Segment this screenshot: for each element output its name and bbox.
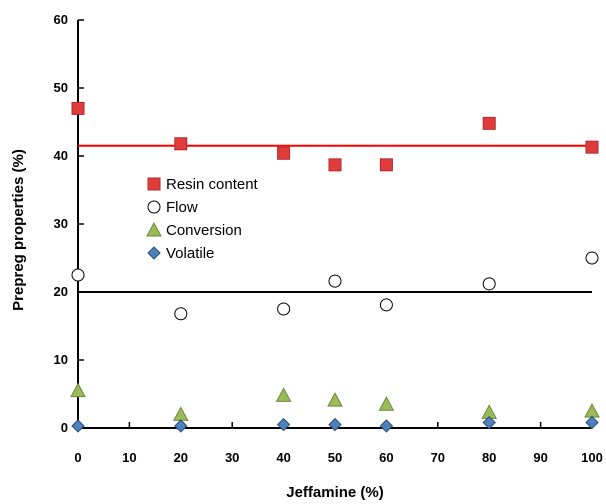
flow-point <box>71 268 85 282</box>
volatile-point <box>585 415 599 430</box>
x-tick-label: 10 <box>122 450 136 465</box>
legend-label-resin-content: Resin content <box>166 176 259 193</box>
legend-label-flow: Flow <box>166 199 198 216</box>
x-tick-label: 30 <box>225 450 239 465</box>
flow-point <box>328 274 342 288</box>
y-axis-title: Prepreg properties (%) <box>10 149 27 311</box>
legend-marker-conversion <box>146 221 162 237</box>
x-tick-label: 100 <box>581 450 603 465</box>
legend: Resin content Flow Conversion Volatile <box>146 176 259 262</box>
resin-content-point <box>482 116 496 130</box>
x-tick-label: 20 <box>174 450 188 465</box>
conversion-point <box>172 406 189 421</box>
volatile-point <box>174 419 188 433</box>
conversion-point <box>584 402 600 418</box>
x-tick-label: 40 <box>276 450 290 465</box>
reference-lines <box>78 144 592 293</box>
volatile-point <box>379 419 394 433</box>
conversion-point <box>378 396 395 411</box>
resin-content-point <box>174 137 188 151</box>
legend-marker-resin-content <box>147 177 161 191</box>
data-marks <box>70 101 600 433</box>
flow-point <box>482 277 496 291</box>
volatile-point <box>482 415 496 430</box>
resin-content-point <box>328 158 342 172</box>
chart-axes: 0 10 20 30 40 50 60 0 10 20 30 40 50 60 70 80 90 100 <box>54 12 603 465</box>
x-tick-label: 70 <box>431 450 445 465</box>
y-tick-label: 0 <box>61 420 68 435</box>
y-tick-label: 40 <box>54 148 68 163</box>
y-tick-label: 60 <box>54 12 68 27</box>
flow-point <box>379 298 393 312</box>
legend-label-volatile: Volatile <box>166 245 214 262</box>
x-tick-label: 80 <box>482 450 496 465</box>
volatile-point <box>328 417 342 432</box>
x-tick-label: 0 <box>74 450 81 465</box>
legend-marker-flow <box>147 200 161 214</box>
flow-point <box>585 251 599 265</box>
resin-content-point <box>71 101 85 115</box>
x-axis-title: Jeffamine (%) <box>286 484 384 501</box>
y-tick-label: 50 <box>54 80 68 95</box>
conversion-point <box>327 392 343 407</box>
x-tick-label: 90 <box>533 450 547 465</box>
y-tick-label: 30 <box>54 216 68 231</box>
x-tick-label: 60 <box>379 450 393 465</box>
conversion-point <box>70 382 86 398</box>
volatile-point <box>276 417 291 432</box>
resin-content-point <box>585 140 599 154</box>
resin-content-point <box>277 146 291 160</box>
resin-content-point <box>379 158 393 172</box>
flow-point <box>277 302 291 316</box>
legend-label-conversion: Conversion <box>166 222 242 239</box>
flow-point <box>174 307 188 321</box>
y-tick-label: 10 <box>54 352 68 367</box>
x-tick-label: 50 <box>328 450 342 465</box>
y-tick-label: 20 <box>54 284 68 299</box>
conversion-point <box>275 387 292 402</box>
volatile-point <box>71 419 85 433</box>
legend-marker-volatile <box>147 246 161 260</box>
